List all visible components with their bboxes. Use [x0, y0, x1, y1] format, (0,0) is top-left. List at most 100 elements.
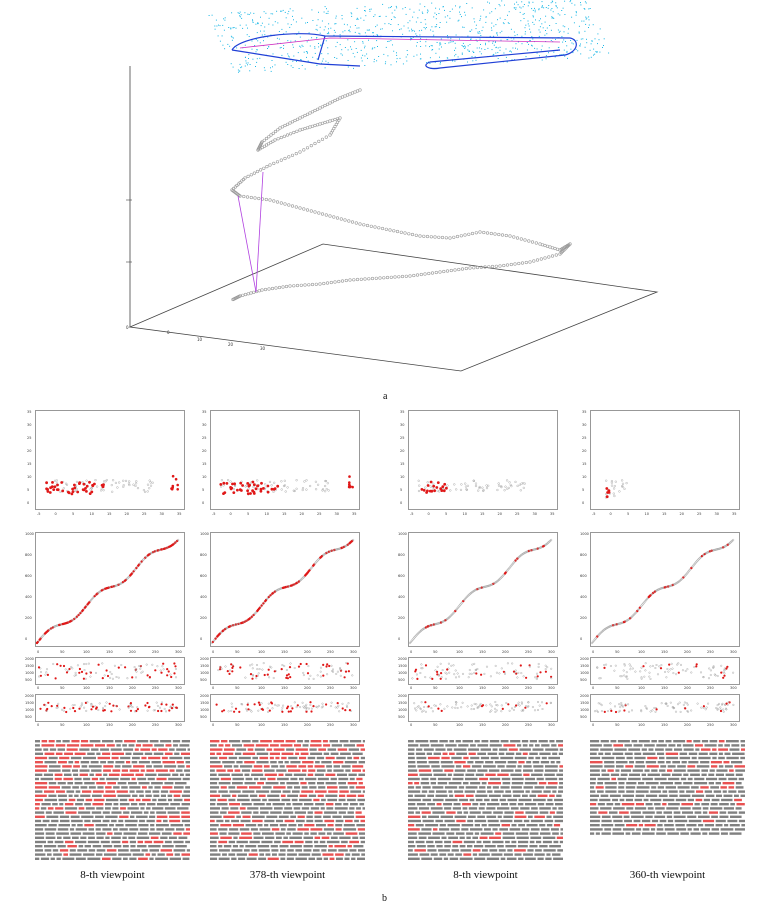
trajectory-point: [328, 214, 332, 218]
map-point: [298, 31, 300, 33]
map-point: [495, 41, 496, 43]
strip-point: [312, 677, 315, 680]
index-text-token: [505, 840, 510, 844]
strip-point: [667, 670, 670, 673]
index-text-token: [273, 740, 284, 743]
strip-point: [722, 670, 725, 673]
trajectory-point: [323, 120, 327, 125]
index-text-token: [343, 824, 355, 827]
index-text-token: [142, 798, 151, 802]
map-point: [350, 46, 351, 48]
index-text-token: [168, 798, 173, 802]
index-text-token: [149, 857, 154, 860]
trajectory-point: [272, 490, 275, 493]
index-text-token: [184, 769, 190, 772]
index-text-token: [35, 769, 47, 772]
trajectory-point: [618, 490, 621, 493]
index-text-token: [234, 769, 241, 772]
index-text-token: [408, 845, 416, 848]
index-text-token: [307, 756, 316, 760]
strip-point: [549, 701, 552, 704]
map-point: [551, 16, 553, 18]
index-text-token: [677, 786, 690, 789]
trajectory-point: [445, 269, 450, 273]
map-point: [547, 7, 549, 9]
trajectory-point: [518, 483, 521, 486]
strip1-y-tick: 1500: [200, 664, 209, 668]
index-text-token: [734, 798, 742, 802]
index-text-token: [523, 819, 530, 823]
index-text-token: [449, 752, 455, 755]
map-point: [316, 64, 318, 66]
index-text-token: [57, 828, 69, 831]
strip-point: [627, 703, 630, 706]
column-caption-3: 8-th viewpoint: [453, 869, 518, 881]
map-point: [245, 56, 246, 58]
match-point: [348, 481, 351, 484]
map-point: [224, 19, 226, 21]
traj-y-tick: 0: [582, 501, 585, 505]
index-text-token: [604, 761, 615, 764]
trajectory-point: [241, 177, 245, 182]
map-point: [349, 31, 351, 33]
index-text-token: [470, 744, 476, 747]
index-text-token: [597, 790, 604, 793]
trajectory-point: [298, 206, 302, 210]
index-text-token: [172, 773, 179, 776]
index-text-token: [590, 807, 599, 810]
index-text-token: [686, 740, 692, 743]
map-point: [260, 25, 262, 27]
map-point: [584, 1, 586, 3]
map-point: [424, 28, 426, 30]
index-text-token: [299, 756, 307, 760]
strip-point: [139, 667, 142, 670]
index-text-token: [318, 748, 326, 751]
map-point: [375, 26, 377, 28]
index-text-token: [438, 849, 450, 852]
map-point: [499, 32, 501, 34]
index-text-token: [560, 832, 563, 835]
map-point: [384, 63, 386, 65]
map-point: [509, 50, 511, 52]
index-text-token: [92, 819, 101, 823]
index-text-token: [489, 744, 502, 747]
index-text-token: [426, 840, 434, 844]
index-text-token: [254, 777, 259, 781]
strip-point: [644, 662, 647, 665]
index-text-token: [510, 740, 521, 743]
trajectory-point: [487, 265, 491, 269]
index-text-token: [114, 765, 121, 768]
strip-point: [518, 704, 521, 707]
index-text-token: [720, 828, 734, 831]
map-point: [361, 60, 363, 62]
index-text-token: [221, 740, 228, 743]
index-text-token: [181, 740, 190, 743]
strip-point: [670, 662, 673, 665]
index-text-token: [290, 845, 302, 848]
index-text-token: [656, 811, 662, 814]
trajectory-point: [325, 102, 330, 106]
index-text-token: [613, 744, 623, 747]
index-text-token: [357, 798, 365, 802]
map-point: [561, 54, 563, 56]
trajectory-point: [314, 480, 317, 483]
match-point: [605, 495, 609, 499]
map-point: [538, 20, 540, 22]
map-point: [541, 6, 543, 8]
map-point: [425, 23, 427, 25]
map-point: [376, 40, 378, 42]
match-point: [85, 484, 89, 488]
map-point: [412, 36, 414, 38]
trajectory-point: [303, 480, 306, 483]
index-text-token: [734, 765, 745, 768]
map-point: [376, 24, 378, 26]
match-point: [605, 487, 609, 490]
index-text-token: [728, 790, 737, 793]
strip-point: [707, 702, 710, 705]
index-text-token: [111, 819, 117, 823]
map-point: [552, 11, 554, 13]
index-text-token: [654, 803, 661, 806]
strip-point: [684, 669, 687, 672]
strip-point: [600, 710, 603, 713]
index-text-token: [480, 832, 494, 835]
